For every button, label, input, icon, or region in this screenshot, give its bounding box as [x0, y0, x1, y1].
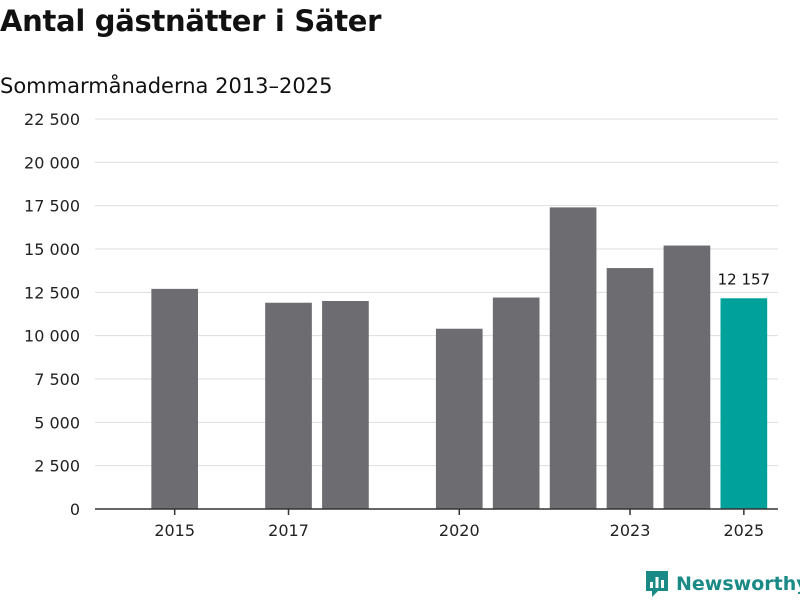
bar-2018: [322, 301, 369, 509]
y-tick-label: 17 500: [24, 197, 80, 216]
bar-2017: [265, 302, 312, 509]
bar-chart-speech-bubble-icon: [646, 571, 668, 597]
chart-subtitle: Sommarmånaderna 2013–2025: [0, 74, 333, 98]
bar-2022: [549, 207, 597, 509]
x-axis: [95, 508, 778, 515]
y-tick-label: 10 000: [24, 327, 80, 346]
bar-2025: [720, 298, 768, 509]
y-tick-label: 7 500: [34, 370, 80, 389]
bar-2024: [663, 245, 711, 510]
data-labels: 12 157: [718, 270, 771, 288]
bar-2020: [435, 328, 483, 509]
y-axis-tick-labels: 0 2 500 5 000 7 500 10 000 12 500 15 000 17 500…: [24, 110, 80, 519]
y-tick-label: 0: [70, 500, 80, 519]
x-tick-label: 2015: [154, 521, 195, 540]
y-tick-label: 2 500: [34, 457, 80, 476]
y-tick-label: 5 000: [34, 413, 80, 432]
y-tick-label: 20 000: [24, 153, 80, 172]
logo-text: Newsworthy: [676, 573, 800, 595]
x-tick-label: 2017: [268, 521, 309, 540]
data-label: 12 157: [718, 270, 771, 288]
bar-2021: [492, 297, 540, 509]
y-tick-label: 22 500: [24, 110, 80, 129]
bar-2015: [151, 288, 199, 509]
newsworthy-logo: Newsworthy: [644, 569, 800, 599]
bars: [151, 207, 768, 510]
x-tick-label: 2025: [723, 521, 764, 540]
chart-title: Antal gästnätter i Säter: [0, 4, 382, 38]
bar-2023: [606, 268, 654, 509]
y-tick-label: 12 500: [24, 283, 80, 302]
x-tick-label: 2020: [439, 521, 480, 540]
x-axis-tick-labels: 2015 2017 2020 2023 2025: [154, 521, 764, 540]
y-tick-label: 15 000: [24, 240, 80, 259]
x-tick-label: 2023: [610, 521, 651, 540]
